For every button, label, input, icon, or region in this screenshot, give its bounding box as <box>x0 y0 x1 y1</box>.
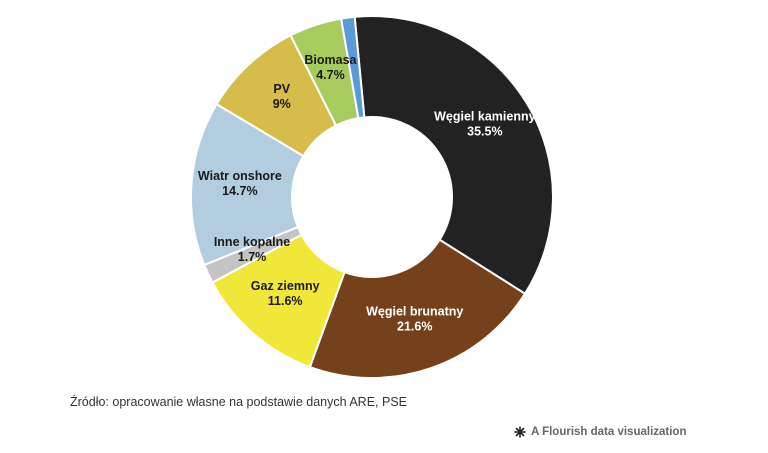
slice-value-wegiel-kamienny: 35.5% <box>467 125 502 139</box>
slice-value-pv: 9% <box>273 97 291 111</box>
slice-value-inne-kopalne: 1.7% <box>238 250 267 264</box>
slice-wiatr-onshore[interactable] <box>190 102 305 267</box>
slice-value-wiatr-onshore: 14.7% <box>222 184 257 198</box>
flourish-icon <box>514 426 526 438</box>
slice-value-biomasa: 4.7% <box>316 68 345 82</box>
slice-wegiel-brunatny[interactable] <box>308 238 527 379</box>
donut-slices <box>190 15 554 379</box>
slice-label-biomasa: Biomasa <box>304 53 357 67</box>
slice-label-inne-kopalne: Inne kopalne <box>214 235 290 249</box>
slice-wegiel-kamienny[interactable] <box>353 15 554 296</box>
slice-label-wegiel-kamienny: Węgiel kamienny <box>434 110 535 124</box>
slice-value-wegiel-brunatny: 21.6% <box>397 319 432 333</box>
slice-label-wiatr-onshore: Wiatr onshore <box>198 169 282 183</box>
slice-label-pv: PV <box>273 82 290 96</box>
slice-other-7[interactable] <box>339 15 366 120</box>
credit-text: A Flourish data visualization <box>531 426 687 438</box>
source-note: Źródło: opracowanie własne na podstawie … <box>70 395 407 409</box>
slice-label-gaz-ziemny: Gaz ziemny <box>251 279 320 293</box>
flourish-credit[interactable]: A Flourish data visualization <box>514 426 687 438</box>
slice-label-wegiel-brunatny: Węgiel brunatny <box>366 304 463 318</box>
slice-value-gaz-ziemny: 11.6% <box>268 294 303 308</box>
